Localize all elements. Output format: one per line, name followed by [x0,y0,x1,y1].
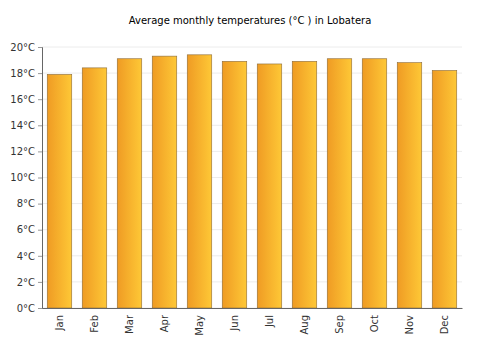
x-tick-label: Apr [159,314,170,332]
x-tick-label: May [194,315,205,336]
x-tick: Apr [159,314,170,332]
x-tick: Jul [264,315,275,328]
bar [117,59,142,308]
x-tick: Jan [54,315,65,331]
y-tick: 0°C [17,303,42,314]
y-tick-label: 6°C [17,224,35,235]
bar [397,63,422,308]
y-tick-mark [38,308,42,309]
y-tick: 4°C [17,251,42,262]
grid-line [42,47,462,48]
x-tick-label: Jan [54,315,65,331]
grid [42,47,462,308]
x-tick: Jun [229,315,240,332]
x-tick: Sep [334,315,345,334]
y-tick: 18°C [10,68,42,79]
y-tick-label: 0°C [17,303,35,314]
y-tick: 16°C [10,94,42,105]
y-tick-label: 16°C [10,94,35,105]
y-tick-mark [38,178,42,179]
bar [257,64,282,308]
y-tick: 2°C [17,277,42,288]
x-tick: Nov [404,315,415,335]
y-axis-line [38,48,43,309]
x-tick: Oct [369,315,380,332]
bars [47,55,457,308]
x-tick-label: Mar [124,314,135,334]
bar [362,59,387,308]
x-tick: May [194,315,205,336]
bar [432,70,457,308]
x-tick-label: Jul [264,315,275,328]
y-tick-label: 4°C [17,251,35,262]
y-tick: 10°C [10,172,42,183]
bar [47,74,72,308]
x-tick-label: Sep [334,315,345,334]
x-tick-label: Feb [89,315,100,333]
x-tick-label: Dec [439,315,450,334]
y-tick-label: 2°C [17,277,35,288]
x-tick-label: Nov [404,315,415,335]
x-tick-label: Jun [229,315,240,332]
x-tick-label: Oct [369,315,380,332]
y-tick-mark [38,151,42,152]
y-tick-mark [38,99,42,100]
bar [222,61,247,308]
y-axis: 0°C 2°C 4°C 6°C 8°C 10°C 12°C 14°C 16°C 18°C 20°C [10,42,42,314]
x-tick: Feb [89,315,100,333]
x-tick: Mar [124,314,135,334]
y-tick: 8°C [17,198,42,209]
y-tick: 14°C [10,120,42,131]
y-tick-mark [38,47,42,48]
y-tick: 6°C [17,224,42,235]
x-axis: Jan Feb Mar Apr May Jun Jul Aug Sep Oct Nov Dec [43,309,463,336]
bar [327,59,352,308]
chart: Average monthly temperatures (°C ) in Lo… [0,0,500,350]
plot: 0°C 2°C 4°C 6°C 8°C 10°C 12°C 14°C 16°C 18°C 20°C J… [10,42,462,336]
y-tick-mark [38,230,42,231]
x-tick: Dec [439,315,450,334]
x-tick: Aug [299,315,310,335]
title: Average monthly temperatures (°C ) in Lo… [129,15,372,26]
y-tick-mark [38,73,42,74]
bar [292,61,317,308]
x-tick-label: Aug [299,315,310,335]
y-tick: 12°C [10,146,42,157]
y-tick: 20°C [10,42,42,53]
y-tick-label: 12°C [10,146,35,157]
y-tick-mark [38,256,42,257]
y-tick-label: 18°C [10,68,35,79]
y-tick-mark [38,282,42,283]
y-tick-label: 8°C [17,198,35,209]
y-tick-label: 20°C [10,42,35,53]
y-tick-mark [38,204,42,205]
x-axis-line [43,308,463,309]
y-tick-label: 10°C [10,172,35,183]
y-tick-mark [38,125,42,126]
y-tick-label: 14°C [10,120,35,131]
bar [152,56,177,308]
bar [187,55,212,308]
bar [82,68,107,308]
